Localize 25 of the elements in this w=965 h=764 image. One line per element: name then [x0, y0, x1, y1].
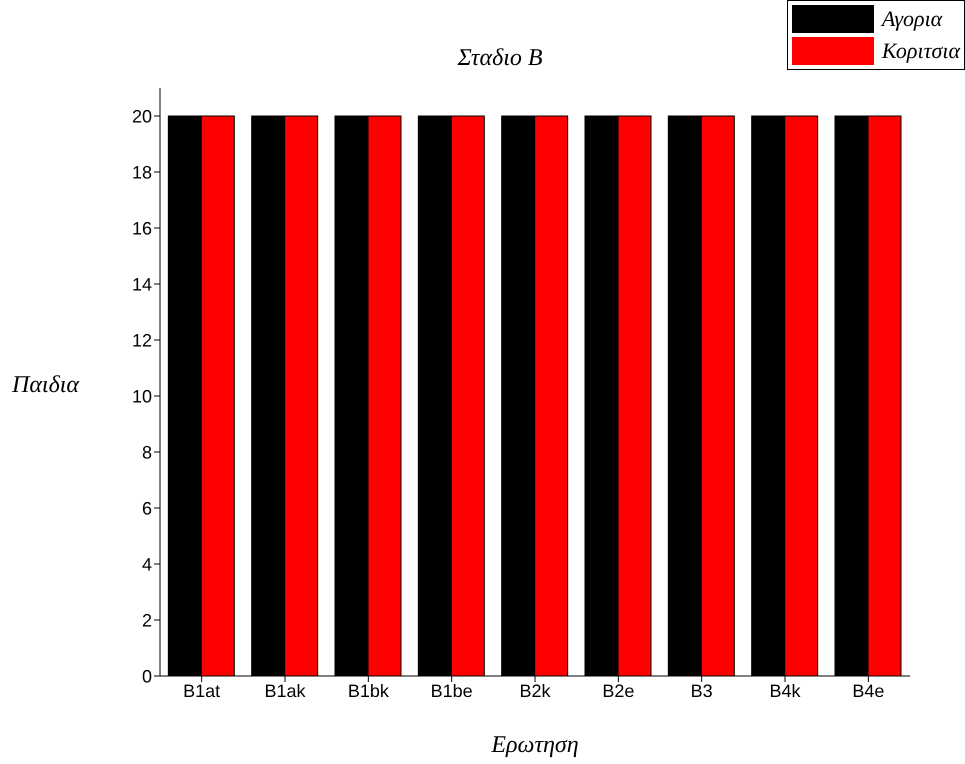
- y-tick-label: 2: [142, 610, 152, 630]
- x-tick-label: B2e: [602, 680, 634, 701]
- y-tick-label: 12: [132, 330, 152, 350]
- x-tick-label: B1bk: [348, 680, 390, 701]
- y-tick-label: 8: [142, 442, 152, 462]
- y-tick-label: 14: [132, 274, 152, 294]
- legend-label: Κοριτσια: [882, 38, 960, 64]
- y-tick-label: 4: [142, 554, 152, 574]
- y-tick-label: 6: [142, 498, 152, 518]
- y-tick-label: 20: [132, 106, 152, 126]
- x-tick-label: B1ak: [264, 680, 307, 701]
- x-tick-label: B2k: [519, 680, 552, 701]
- y-axis-title: Παιδια: [11, 372, 80, 398]
- y-tick-label: 10: [132, 386, 152, 406]
- chart-title: Σταδιο B: [456, 45, 543, 71]
- y-tick-label: 18: [132, 162, 152, 182]
- y-tick-label: 0: [142, 666, 152, 686]
- y-tick-label: 16: [132, 218, 152, 238]
- x-tick-label: B3: [690, 680, 713, 701]
- legend-label: Αγορια: [882, 6, 942, 32]
- x-tick-label: B4e: [852, 680, 884, 701]
- x-axis-title: Ερωτηση: [490, 732, 579, 758]
- x-tick-label: B1be: [430, 680, 473, 701]
- x-tick-label: B4k: [769, 680, 802, 701]
- x-tick-label: B1at: [183, 680, 220, 701]
